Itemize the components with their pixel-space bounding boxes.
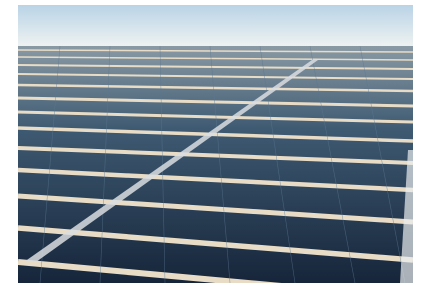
panel-field xyxy=(18,46,413,283)
page-body xyxy=(0,0,429,285)
photo xyxy=(0,0,429,285)
sky xyxy=(18,5,413,50)
page: Solar panels {} html, body { margin: 0; … xyxy=(0,0,429,285)
photo-content xyxy=(18,5,413,285)
